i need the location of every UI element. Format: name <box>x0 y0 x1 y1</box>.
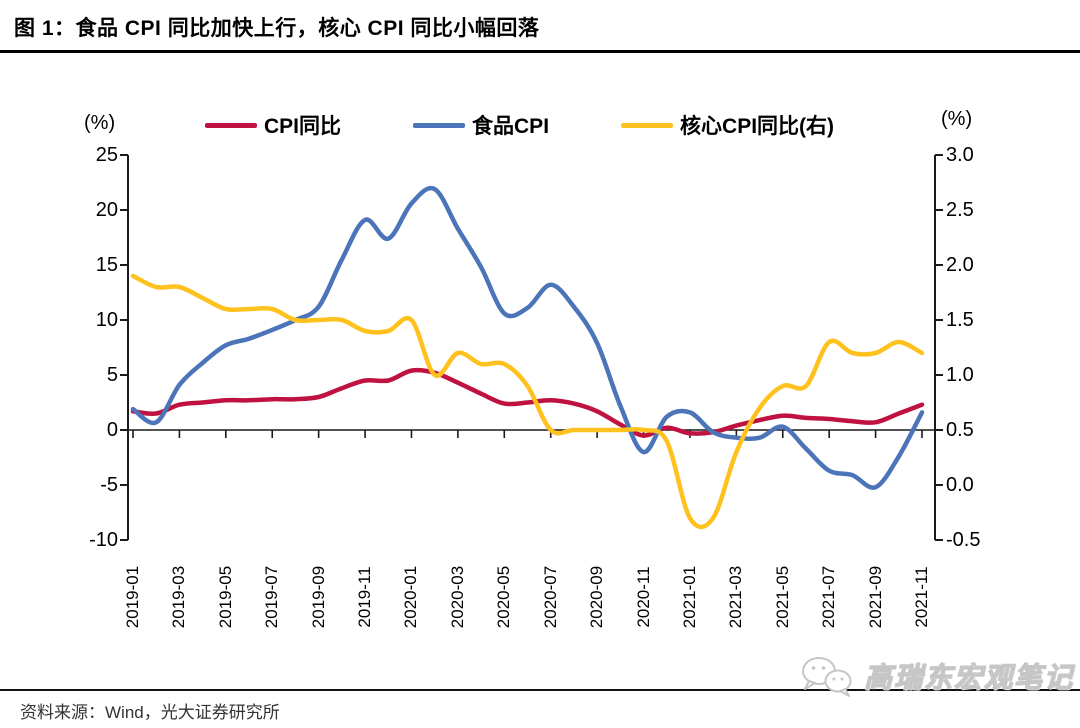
y-axis-label-right: 0.5 <box>946 419 974 441</box>
legend-item: 核心CPI同比(右) <box>621 110 834 140</box>
series-食品CPI <box>130 185 925 490</box>
x-axis-label: 2019-07 <box>262 565 282 629</box>
y-axis-label-left: 10 <box>95 309 118 331</box>
legend-label: 核心CPI同比(右) <box>680 115 835 138</box>
legend-line-swatch <box>205 122 257 128</box>
y-axis-label-left: 0 <box>106 419 118 441</box>
legend-item: 食品CPI <box>413 110 549 140</box>
watermark-text: 高瑞东宏观笔记 <box>863 661 1075 693</box>
footer-divider <box>0 689 1080 691</box>
figure-title: 图 1：食品 CPI 同比加快上行，核心 CPI 同比小幅回落 <box>14 17 540 40</box>
wechat-icon <box>802 657 852 697</box>
y-axis-label-left: 25 <box>95 144 118 166</box>
y-axis-label-right: 0.0 <box>946 474 974 496</box>
y-axis-label-left: -5 <box>100 474 118 496</box>
title-divider <box>0 50 1080 53</box>
x-axis-label: 2019-05 <box>215 565 235 629</box>
y-axis-label-left: 20 <box>95 199 118 221</box>
legend-line-swatch <box>413 122 466 128</box>
chart-legend: CPI同比 食品CPI 核心CPI同比(右) <box>205 110 834 140</box>
y-axis-label-right: 1.5 <box>946 309 974 331</box>
y-axis-label-left: 15 <box>95 254 118 276</box>
legend-label: CPI同比 <box>264 115 342 138</box>
x-axis-label: 2021-03 <box>726 565 746 629</box>
x-axis-label: 2021-05 <box>772 565 792 629</box>
y-axis-label-right: 2.5 <box>946 199 974 221</box>
x-axis-label: 2020-03 <box>447 565 467 629</box>
series-CPI同比 <box>130 367 925 438</box>
x-axis-label: 2019-09 <box>308 565 328 629</box>
x-axis-label: 2020-11 <box>633 566 653 628</box>
legend-line-swatch <box>621 122 674 128</box>
y-axis-label-right: 3.0 <box>946 144 974 166</box>
x-axis-label: 2021-09 <box>865 565 885 629</box>
y-axis-label-right: -0.5 <box>946 529 981 551</box>
x-axis-label: 2019-03 <box>169 565 189 629</box>
x-axis-label: 2021-07 <box>819 565 839 629</box>
legend-item: CPI同比 <box>205 110 341 140</box>
x-axis-label: 2019-11 <box>355 566 375 628</box>
x-axis-label: 2019-01 <box>123 565 142 629</box>
legend-label: 食品CPI <box>472 115 550 138</box>
source-note: 资料来源：Wind，光大证券研究所 <box>20 703 280 722</box>
y-axis-label-right: 1.0 <box>946 364 974 386</box>
x-axis-label: 2021-11 <box>912 566 931 628</box>
x-axis-label: 2020-01 <box>401 565 421 629</box>
y-axis-label-left: 5 <box>106 364 118 386</box>
x-axis-label: 2020-05 <box>494 565 514 629</box>
y-axis-label-right: 2.0 <box>946 254 974 276</box>
watermark: 高瑞东宏观笔记 <box>798 654 1074 698</box>
x-axis-label: 2020-07 <box>540 565 560 629</box>
y-axis-label-left: -10 <box>89 529 118 551</box>
series-核心CPI同比(右) <box>130 273 925 530</box>
left-axis-unit: (%) <box>84 112 116 134</box>
right-axis-unit: (%) <box>941 108 973 130</box>
x-axis-label: 2020-09 <box>587 565 607 629</box>
x-axis-label: 2021-01 <box>679 565 699 629</box>
